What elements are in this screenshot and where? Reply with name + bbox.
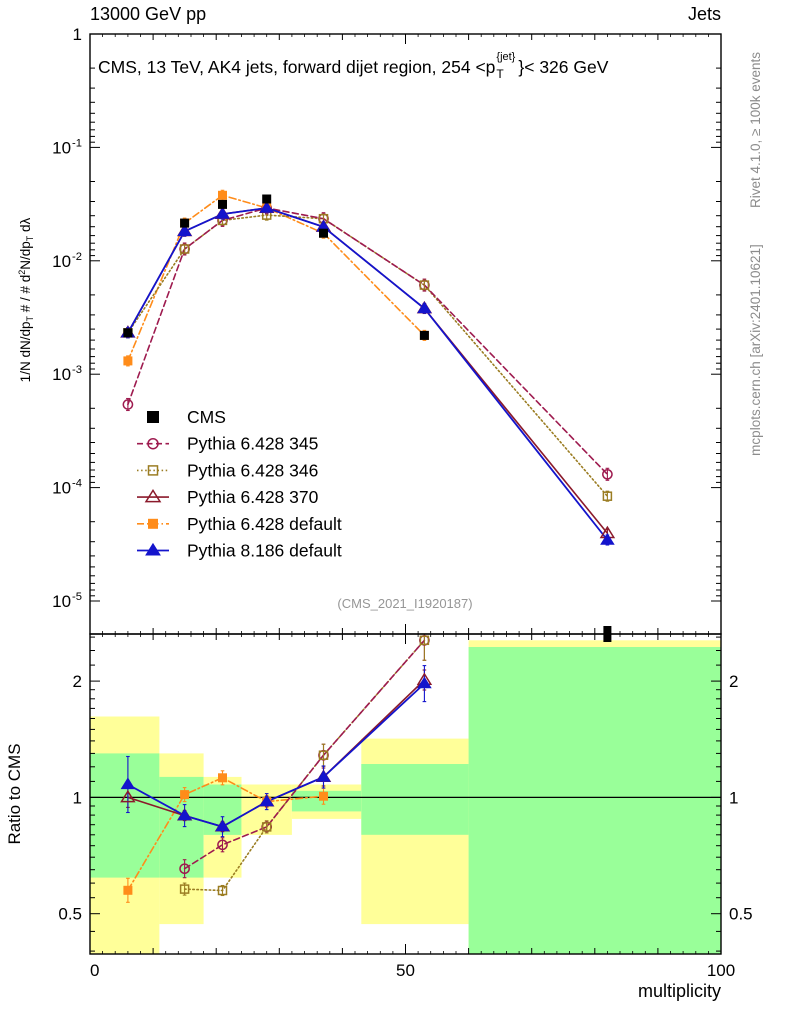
svg-text:Rivet 4.1.0, ≥ 100k events: Rivet 4.1.0, ≥ 100k events [748,52,763,208]
svg-text:CMS: CMS [187,407,226,427]
svg-text:13000 GeV pp: 13000 GeV pp [90,4,206,24]
svg-text:0.5: 0.5 [729,905,753,924]
svg-text:50: 50 [396,961,415,980]
svg-text:}< 326 GeV: }< 326 GeV [518,57,608,77]
svg-text:0.5: 0.5 [58,905,82,924]
svg-text:Pythia 6.428 default: Pythia 6.428 default [187,514,342,534]
svg-text:mcplots.cern.ch [arXiv:2401.10: mcplots.cern.ch [arXiv:2401.10621] [748,244,763,456]
svg-text:Pythia 6.428 345: Pythia 6.428 345 [187,434,318,454]
svg-text:1: 1 [73,788,82,807]
svg-text:Pythia 6.428 346: Pythia 6.428 346 [187,460,318,480]
svg-text:1: 1 [729,788,738,807]
svg-text:multiplicity: multiplicity [638,981,721,1001]
svg-text:Pythia 6.428 370: Pythia 6.428 370 [187,487,319,507]
svg-text:0: 0 [90,961,99,980]
svg-text:2: 2 [729,672,738,691]
svg-text:1/N dN/dpT # / # d2N/dpT dλ: 1/N dN/dpT # / # d2N/dpT dλ [17,217,35,382]
svg-text:T: T [496,67,504,81]
svg-text:Pythia 8.186 default: Pythia 8.186 default [187,541,342,561]
svg-text:(CMS_2021_I1920187): (CMS_2021_I1920187) [337,596,472,611]
svg-text:CMS, 13 TeV, AK4 jets, forward: CMS, 13 TeV, AK4 jets, forward dijet reg… [98,57,495,77]
svg-text:Jets: Jets [688,4,721,24]
svg-text:Ratio to CMS: Ratio to CMS [5,743,24,844]
svg-text:{jet}: {jet} [496,51,515,63]
svg-text:2: 2 [73,672,82,691]
svg-text:100: 100 [707,961,735,980]
svg-text:1: 1 [73,25,82,44]
